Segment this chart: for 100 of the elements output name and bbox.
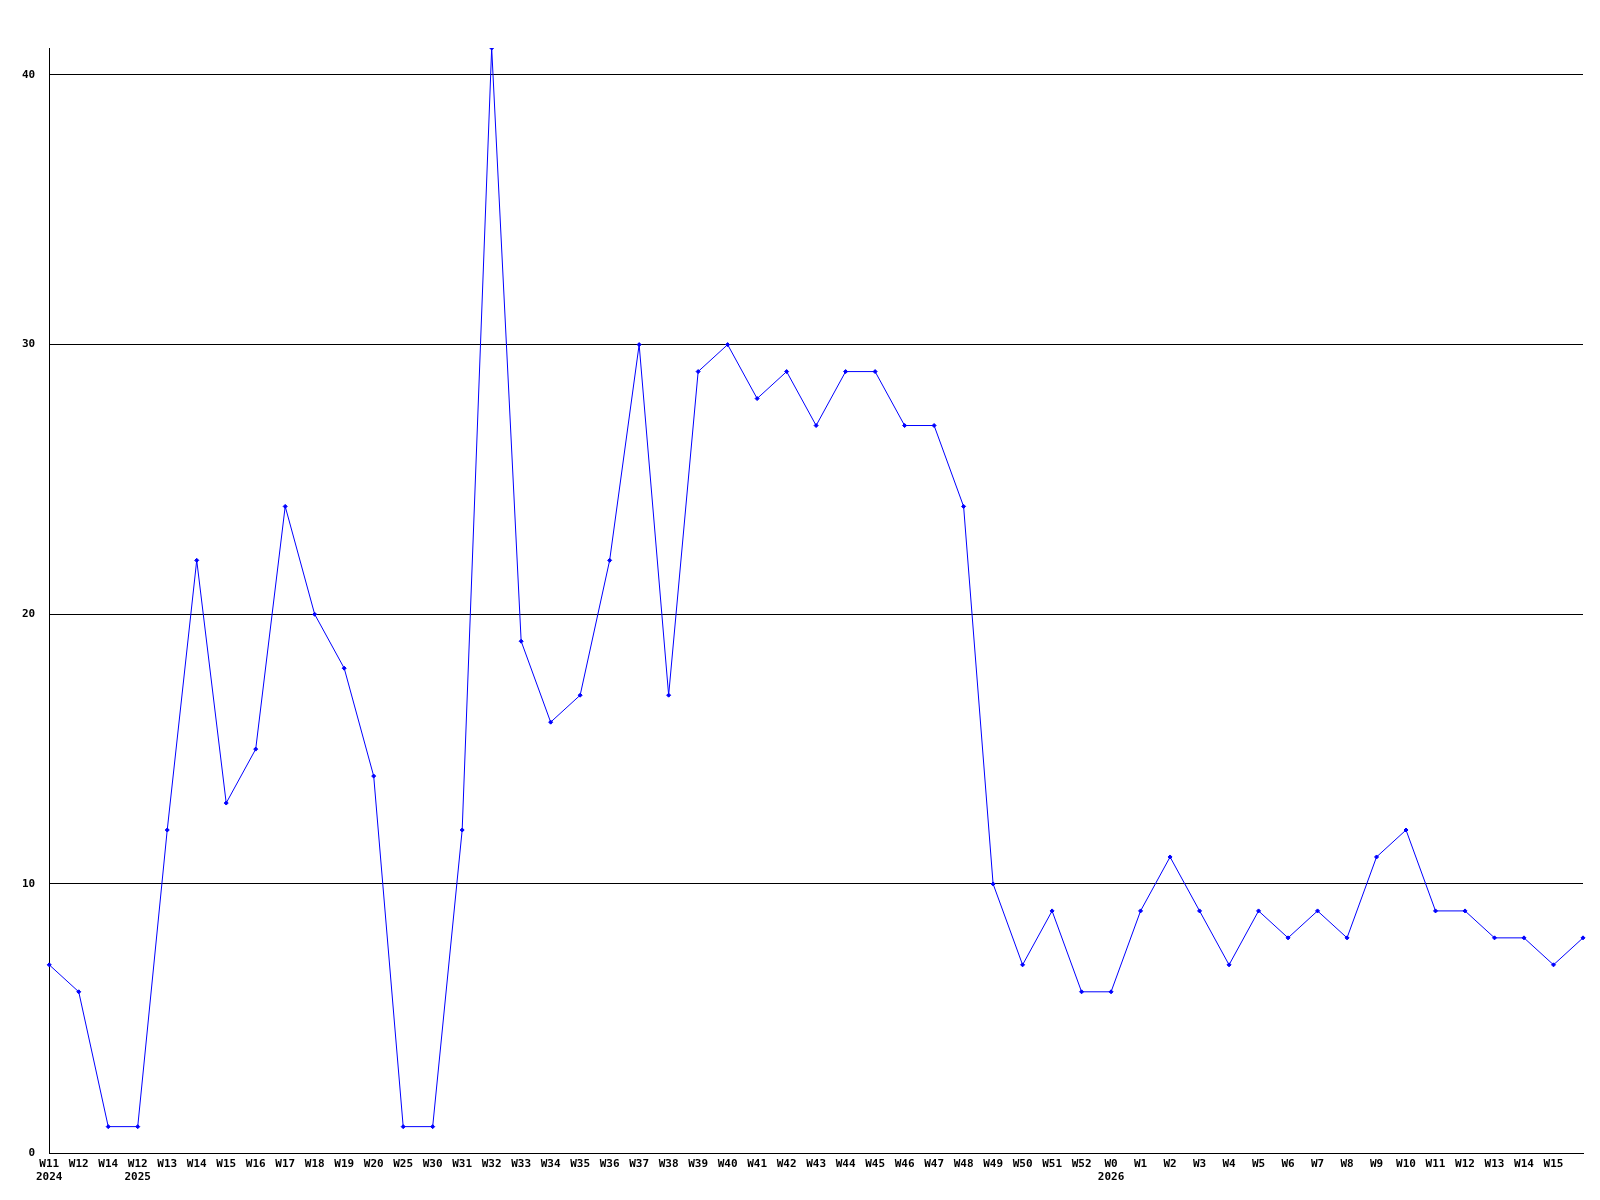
x-tick-label: W46	[894, 1157, 915, 1171]
x-tick-label: W19	[334, 1157, 355, 1171]
x-tick-label: W15	[216, 1157, 237, 1171]
x-tick-label: W36	[599, 1157, 620, 1171]
point	[1226, 962, 1232, 968]
x-tick-label: W6	[1281, 1157, 1296, 1171]
point	[1108, 989, 1114, 995]
x-tick-label: W14	[1514, 1157, 1535, 1171]
point	[695, 369, 701, 375]
x-tick-label: W52	[1071, 1157, 1092, 1171]
point	[1551, 962, 1557, 968]
point	[1462, 908, 1468, 914]
point	[1433, 908, 1439, 914]
x-tick-label: W11 2024	[36, 1157, 63, 1184]
point	[754, 396, 760, 402]
x-tick-label: W43	[806, 1157, 827, 1171]
point	[902, 423, 908, 429]
x-tick-label: W42	[776, 1157, 797, 1171]
point	[430, 1124, 436, 1130]
x-tick-label: W18	[304, 1157, 325, 1171]
point	[931, 423, 937, 429]
point	[1138, 908, 1144, 914]
x-tick-label: W47	[924, 1157, 945, 1171]
x-tick-label: W38	[658, 1157, 679, 1171]
point	[105, 1124, 111, 1130]
x-tick-label: W9	[1369, 1157, 1384, 1171]
x-tick-label: W10	[1396, 1157, 1416, 1171]
x-tick-label: W1	[1133, 1157, 1148, 1171]
x-tick-label: W34	[540, 1157, 561, 1171]
point	[1049, 908, 1055, 914]
point	[577, 692, 583, 698]
x-tick-label: W25	[393, 1157, 414, 1171]
x-tick-label: W4	[1222, 1157, 1237, 1171]
point	[253, 746, 259, 752]
x-tick-label: W11	[1425, 1157, 1446, 1171]
x-tick-label: W14	[98, 1157, 119, 1171]
point	[813, 423, 819, 429]
x-tick-label: W2	[1163, 1157, 1177, 1171]
x-tick-label: W33	[511, 1157, 532, 1171]
x-tick-label: W5	[1251, 1157, 1266, 1171]
x-tick-label: W20	[363, 1157, 384, 1171]
point	[1197, 908, 1203, 914]
x-tick-label: W40	[717, 1157, 738, 1171]
point	[784, 369, 790, 375]
x-tick-label: W12	[68, 1157, 89, 1171]
point	[312, 611, 318, 617]
x-tick-label: W12	[1455, 1157, 1475, 1171]
x-tick-label: W39	[688, 1157, 709, 1171]
point	[1167, 854, 1173, 860]
point	[135, 1124, 141, 1130]
point	[1079, 989, 1085, 995]
point	[607, 557, 613, 563]
x-tick-label: W14	[186, 1157, 208, 1171]
point	[282, 503, 288, 509]
x-tick-label: W51	[1042, 1157, 1063, 1171]
point	[636, 342, 642, 348]
x-tick-label: W48	[953, 1157, 974, 1171]
point	[46, 962, 52, 968]
x-tick-label: W31	[452, 1157, 473, 1171]
x-tick-label: W15	[1543, 1157, 1564, 1171]
point	[164, 827, 170, 833]
point	[76, 989, 82, 995]
y-tick-label: 40	[22, 67, 36, 81]
x-tick-label: W0 2026	[1097, 1157, 1125, 1184]
point	[843, 369, 849, 375]
point	[990, 881, 996, 887]
point	[194, 557, 200, 563]
x-tick-label: W30	[422, 1157, 443, 1171]
x-tick-label: W37	[629, 1157, 650, 1171]
y-tick-label: 0	[28, 1146, 36, 1160]
point	[1315, 908, 1321, 914]
x-tick-label: W13	[157, 1157, 178, 1171]
x-tick-label: W13	[1484, 1157, 1505, 1171]
point	[223, 800, 229, 806]
x-tick-label: W35	[570, 1157, 591, 1171]
point	[1492, 935, 1498, 941]
point	[725, 342, 731, 348]
x-tick-label: W50	[1012, 1157, 1033, 1171]
point	[872, 369, 878, 375]
point	[371, 773, 377, 779]
x-tick-label: W41	[747, 1157, 768, 1171]
point	[1020, 962, 1026, 968]
x-tick-label: W49	[983, 1157, 1004, 1171]
point	[400, 1124, 406, 1130]
x-tick-label: W44	[835, 1157, 856, 1171]
point	[1285, 935, 1291, 941]
x-tick-label: W16	[245, 1157, 267, 1171]
y-tick-label: 30	[22, 337, 36, 351]
x-tick-label: W8	[1340, 1157, 1354, 1171]
point	[961, 503, 967, 509]
point	[548, 719, 554, 725]
x-tick-label: W3	[1192, 1157, 1207, 1171]
x-tick-label: W32	[481, 1157, 502, 1171]
point	[341, 665, 347, 671]
point	[1344, 935, 1350, 941]
point	[1521, 935, 1527, 941]
point	[459, 827, 465, 833]
y-tick-label: 20	[22, 607, 36, 621]
point	[1374, 854, 1380, 860]
point	[1580, 935, 1586, 941]
